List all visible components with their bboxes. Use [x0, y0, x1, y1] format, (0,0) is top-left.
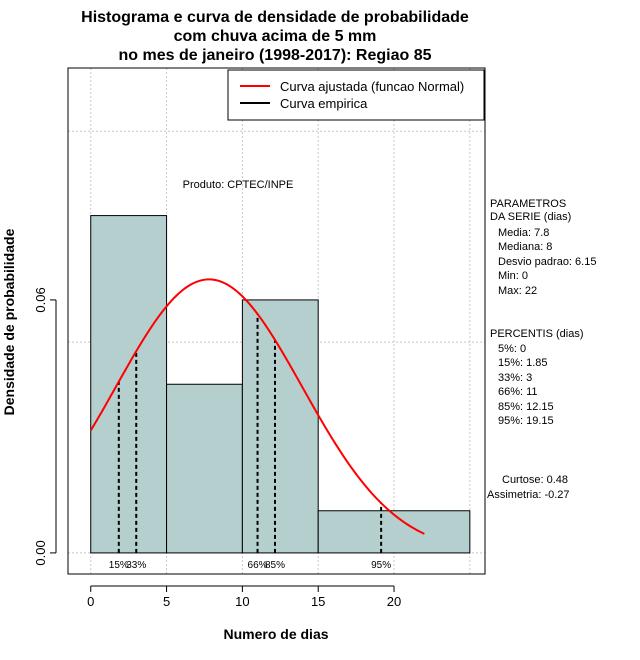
- curve-layer: [89, 278, 425, 535]
- histogram-bar: [241, 299, 319, 554]
- percentile-label: 15%: [109, 560, 129, 571]
- percentil-95: 95%: 19.15: [498, 415, 554, 427]
- percentile-label: 95%: [371, 560, 391, 571]
- legend-label-normal: Curva ajustada (funcao Normal): [280, 79, 464, 94]
- param-media: Media: 7.8: [498, 227, 549, 239]
- plot-frame: [67, 67, 486, 575]
- percentil-5: 5%: 0: [498, 343, 526, 355]
- x-axis-title: Numero de dias: [223, 626, 328, 642]
- histogram-bar: [90, 215, 168, 554]
- param-max: Max: 22: [498, 285, 537, 297]
- chart-title-line-3: no mes de janeiro (1998-2017): Regiao 85: [118, 47, 431, 64]
- x-tick-label: 5: [163, 594, 170, 609]
- params-header-2: DA SERIE (dias): [490, 211, 571, 223]
- normal-density-curve: [89, 278, 425, 535]
- stat-curtose: Curtose: 0.48: [502, 474, 568, 486]
- param-desvio: Desvio padrao: 6.15: [498, 256, 596, 268]
- param-min: Min: 0: [498, 270, 528, 282]
- product-annotation: Produto: CPTEC/INPE: [183, 179, 294, 191]
- percentile-label: 85%: [265, 560, 285, 571]
- legend-box: [227, 69, 485, 121]
- side-panel: PARAMETROS DA SERIE (dias) Media: 7.8 Me…: [487, 198, 596, 501]
- percentile-layer: 15%33% 66%85% 95%: [109, 314, 391, 571]
- percentile-label: 33%: [126, 560, 146, 571]
- legend-label-empirical: Curva empirica: [280, 96, 368, 111]
- histogram-bar: [166, 383, 243, 554]
- x-tick-label: 20: [387, 594, 401, 609]
- axis-layer: 0 5 10 15 20 0.00 0.06: [33, 287, 401, 609]
- y-axis-title: Densidade de probabilidade: [1, 228, 17, 415]
- percentil-85: 85%: 12.15: [498, 401, 554, 413]
- x-tick-label: 0: [87, 594, 94, 609]
- histogram-bar: [317, 510, 471, 554]
- percentile-label: 66%: [248, 560, 268, 571]
- percentis-header: PERCENTIS (dias): [490, 328, 584, 340]
- chart-title-line-1: Histograma e curva de densidade de proba…: [81, 9, 469, 26]
- y-tick-label: 0.06: [33, 287, 48, 312]
- param-mediana: Mediana: 8: [498, 241, 552, 253]
- percentil-66: 66%: 11: [498, 386, 538, 398]
- stat-assimetria: Assimetria: -0.27: [487, 489, 570, 501]
- params-header-1: PARAMETROS: [490, 198, 566, 210]
- chart-title-line-2: com chuva acima de 5 mm: [174, 28, 377, 45]
- x-tick-label: 10: [235, 594, 249, 609]
- percentil-15: 15%: 1.85: [498, 357, 548, 369]
- bars-layer: [90, 215, 471, 554]
- x-tick-label: 15: [311, 594, 325, 609]
- y-tick-label: 0.00: [33, 540, 48, 565]
- legend: Curva ajustada (funcao Normal) Curva emp…: [227, 69, 485, 121]
- percentil-33: 33%: 3: [498, 372, 532, 384]
